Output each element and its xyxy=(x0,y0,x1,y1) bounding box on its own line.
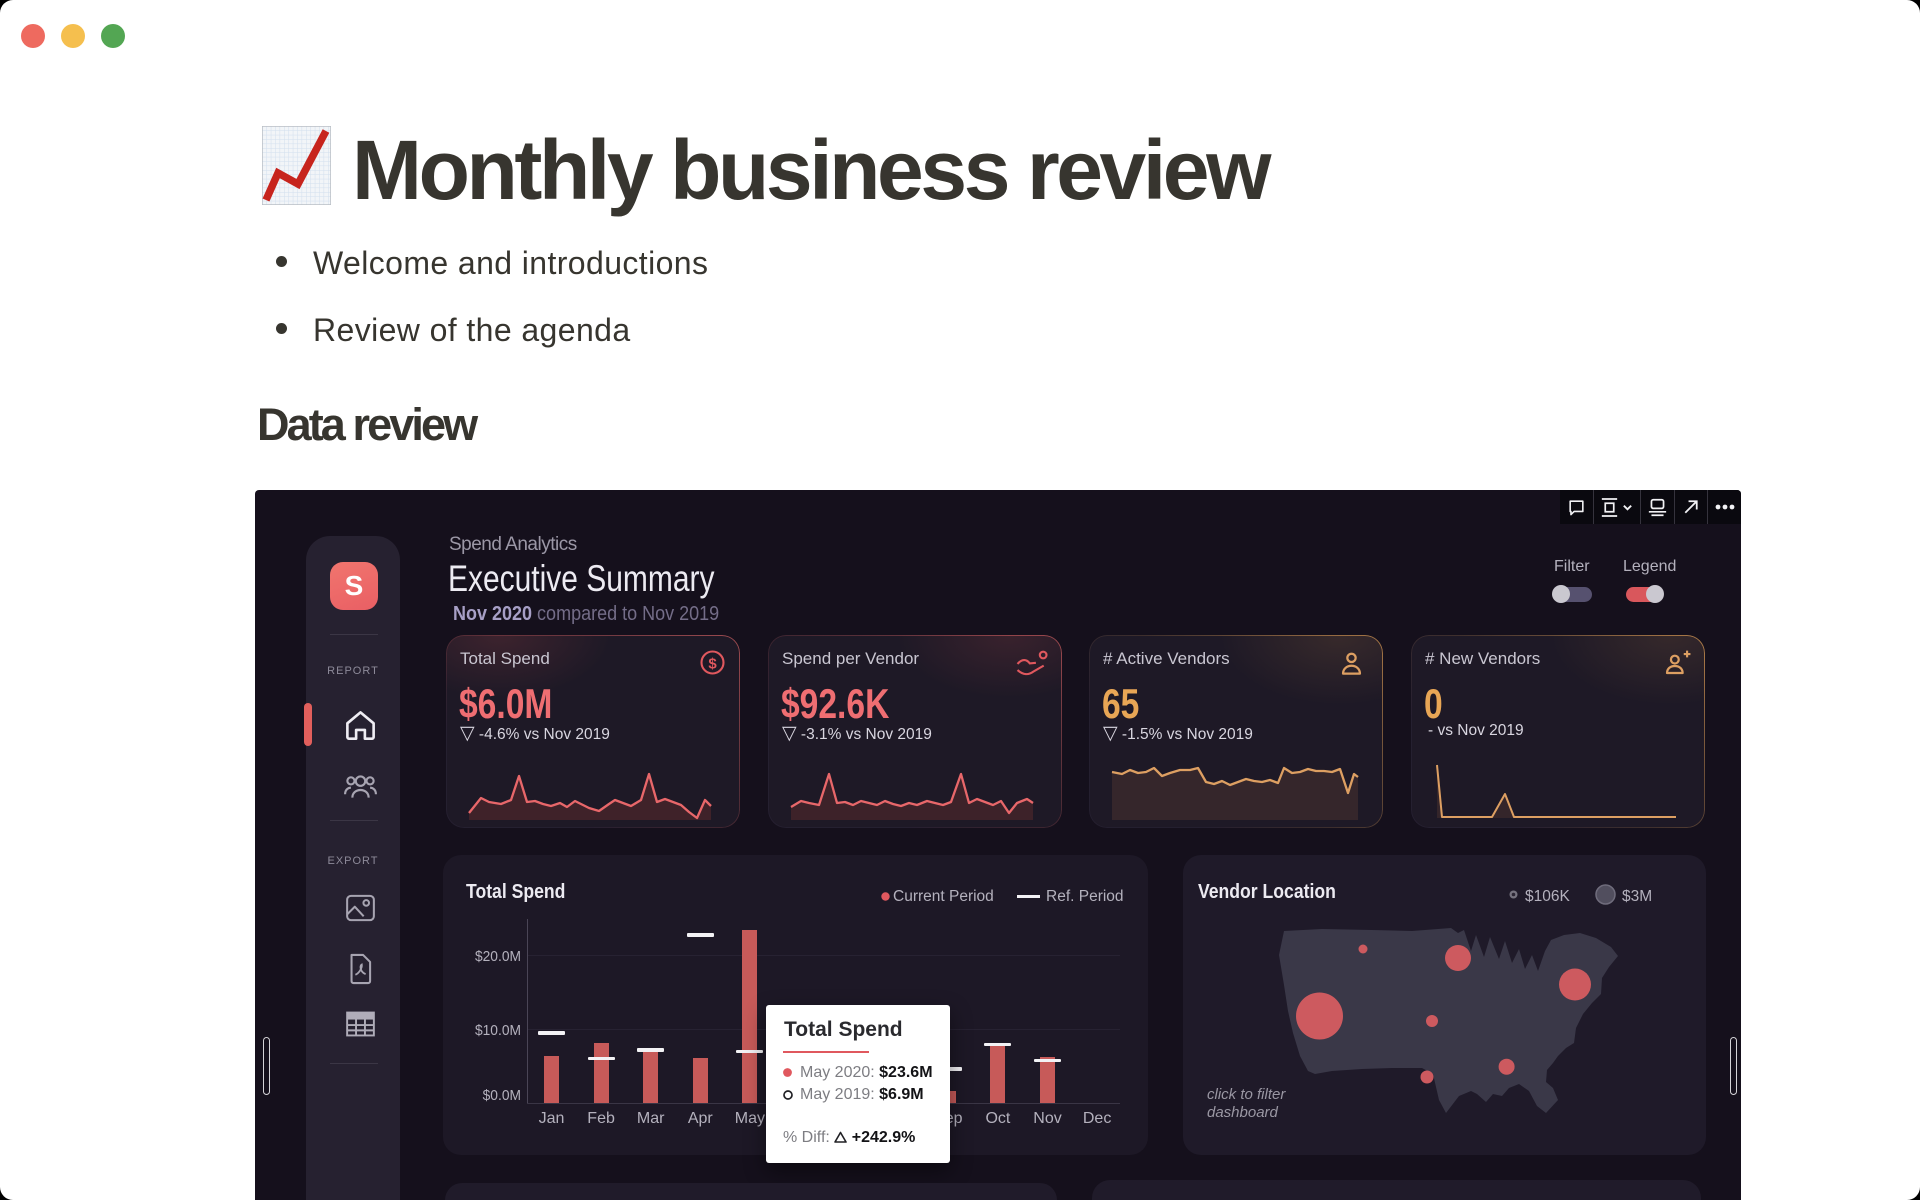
svg-text:$: $ xyxy=(708,656,717,673)
